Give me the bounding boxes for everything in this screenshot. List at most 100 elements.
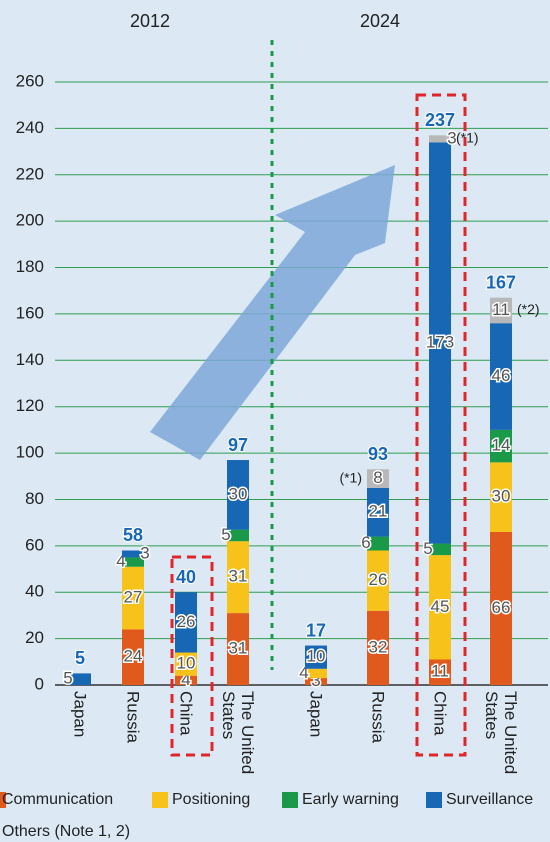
segment-label: 11 <box>492 300 510 319</box>
group-label: 2012 <box>130 11 170 31</box>
group-label: 2024 <box>360 11 400 31</box>
total-label: 93 <box>368 444 388 464</box>
segment-label: 32 <box>369 637 388 656</box>
y-tick-label: 220 <box>16 164 44 183</box>
segment-label: 66 <box>492 598 511 617</box>
bar-segment <box>367 550 389 611</box>
legend-label: Communication <box>2 791 113 808</box>
total-label: 5 <box>75 648 85 668</box>
legend-swatch <box>282 792 298 808</box>
bar-segment <box>367 469 389 488</box>
y-tick-label: 60 <box>25 535 44 554</box>
legend-label: Positioning <box>172 791 250 808</box>
bar-segment <box>305 668 327 679</box>
bar-segment <box>122 550 144 558</box>
segment-label: 26 <box>369 570 388 589</box>
segment-label: 3 <box>140 543 149 562</box>
segment-label: 21 <box>369 502 388 521</box>
segment-label: 26 <box>177 612 196 631</box>
segment-label: 6 <box>361 533 370 552</box>
bar-segment <box>429 543 451 556</box>
segment-label: 10 <box>177 654 196 673</box>
y-tick-label: 0 <box>35 674 44 693</box>
legend-swatch <box>152 792 168 808</box>
x-tick-label: The United States <box>482 691 520 775</box>
bar-segment <box>490 531 512 685</box>
y-tick-label: 100 <box>16 443 44 462</box>
bar-segment <box>490 323 512 430</box>
segment-label: 5 <box>63 669 72 688</box>
bar-segment <box>227 613 249 685</box>
highlight-box <box>415 93 467 757</box>
y-tick-label: 140 <box>16 350 44 369</box>
total-label: 40 <box>176 567 196 587</box>
legend-label: Early warning <box>302 791 399 808</box>
segment-label: 11 <box>431 662 449 681</box>
y-tick-label: 40 <box>25 582 44 601</box>
bar-segment <box>367 610 389 685</box>
x-tick-label: China <box>430 691 450 736</box>
bar-segment <box>227 541 249 614</box>
bar-segment <box>367 536 389 551</box>
segment-label: 31 <box>229 567 248 586</box>
total-label: 97 <box>228 435 248 455</box>
bar-segment <box>122 629 144 685</box>
note: (*1) <box>456 130 479 146</box>
x-tick-label: Japan <box>70 691 90 738</box>
total-label: 58 <box>123 525 143 545</box>
segment-label: 45 <box>431 597 450 616</box>
legend-swatch <box>0 792 6 808</box>
bar-segment <box>490 462 512 532</box>
y-tick-label: 160 <box>16 303 44 322</box>
total-label: 237 <box>425 110 455 130</box>
segment-label: 31 <box>229 639 248 658</box>
bar-segment <box>305 678 327 685</box>
x-tick-label: Russia <box>368 691 388 743</box>
bar-segment <box>429 555 451 660</box>
legend-label: Surveillance <box>446 791 533 808</box>
y-tick-label: 120 <box>16 396 44 415</box>
bar-segment <box>227 529 249 542</box>
y-tick-label: 260 <box>16 71 44 90</box>
x-tick-label: Russia <box>123 691 143 743</box>
bar-segment <box>429 659 451 685</box>
x-tick-label: Japan <box>306 691 326 738</box>
y-tick-label: 80 <box>25 489 44 508</box>
segment-label: 173 <box>426 332 454 351</box>
segment-label: 14 <box>492 436 511 455</box>
bar-segment <box>490 429 512 463</box>
y-tick-label: 20 <box>25 628 44 647</box>
bar-segment <box>429 135 451 143</box>
bar-segment <box>122 557 144 567</box>
bar-segment <box>69 673 91 685</box>
bar-segment <box>175 675 197 685</box>
highlight-box <box>170 555 214 757</box>
bar-segment <box>122 566 144 630</box>
segment-label: 10 <box>307 647 326 666</box>
segment-label: 27 <box>124 588 143 607</box>
segment-label: 30 <box>229 484 248 503</box>
x-tick-label: China <box>176 691 196 736</box>
note: (*1) <box>339 469 362 485</box>
segment-label: 8 <box>373 468 382 487</box>
trend-arrow <box>150 165 395 460</box>
y-tick-label: 180 <box>16 257 44 276</box>
bar-segment <box>227 460 249 530</box>
bar-segment <box>305 645 327 669</box>
y-tick-label: 200 <box>16 211 44 230</box>
segment-label: 24 <box>124 647 143 666</box>
legend-label: Others (Note 1, 2) <box>2 823 130 840</box>
bar-segment <box>490 297 512 324</box>
segment-label: 30 <box>492 487 511 506</box>
legend-swatch <box>426 792 442 808</box>
bar-segment <box>429 142 451 544</box>
segment-label: 46 <box>492 366 511 385</box>
total-label: 167 <box>486 272 516 292</box>
note: (*2) <box>517 301 540 317</box>
x-tick-label: The United States <box>219 691 257 775</box>
segment-label: 3 <box>447 128 456 147</box>
bar-segment <box>367 487 389 537</box>
bar-segment <box>175 592 197 653</box>
